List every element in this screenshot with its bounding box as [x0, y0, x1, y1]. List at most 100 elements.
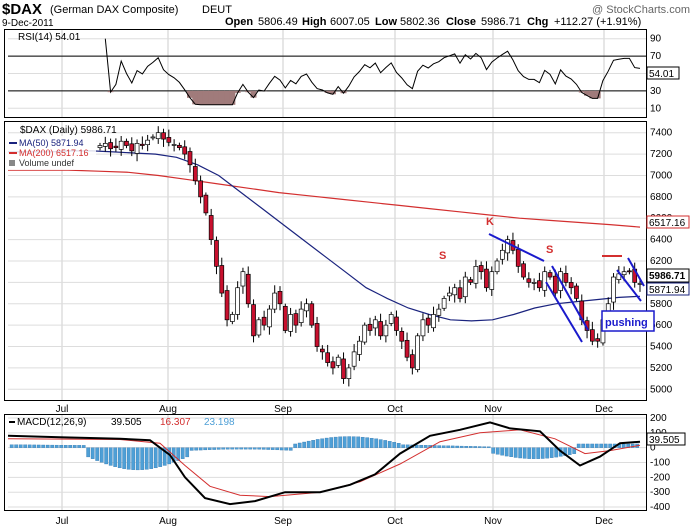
candle-up: [489, 271, 495, 290]
macd-histogram-bar: [351, 436, 356, 448]
price-series: [8, 126, 643, 387]
macd-histogram-bar: [581, 443, 586, 448]
macd-tick-label: 0: [650, 443, 656, 454]
rsi-line: [104, 38, 641, 106]
candle-down: [627, 270, 632, 273]
candle-down: [595, 338, 600, 342]
macd-histogram-bar: [266, 447, 271, 450]
candle-up: [298, 308, 304, 323]
macd-histogram-bar: [252, 447, 257, 450]
macd-histogram-bar: [279, 447, 284, 451]
ma200-line: [8, 169, 641, 228]
candle-down: [251, 304, 256, 337]
candle-up: [447, 292, 452, 297]
y-tick-label: 7000: [650, 170, 673, 181]
ma50-tag: 5871.94: [649, 285, 686, 296]
macd-histogram-bar: [378, 439, 383, 448]
macd-histogram-bar: [477, 446, 482, 448]
macd-histogram-bar: [50, 444, 55, 448]
candle-down: [166, 137, 172, 143]
macd-histogram-bar: [32, 444, 37, 448]
macd-histogram-bar: [54, 444, 59, 448]
macd-tag: 39.505: [649, 435, 680, 446]
candle-up: [362, 324, 368, 343]
macd-histogram-bar: [621, 443, 626, 448]
macd-histogram-bar: [27, 444, 32, 448]
macd-histogram-bar: [81, 445, 86, 448]
macd-histogram-bar: [594, 443, 599, 448]
candle-up: [357, 340, 362, 355]
candle-up: [372, 319, 378, 329]
macd-histogram-bar: [18, 444, 23, 448]
legend-ma200: MA(200) 6517.16: [19, 148, 89, 158]
candle-down: [526, 278, 532, 283]
y-tick-label: 7400: [650, 128, 673, 139]
candle-up: [145, 139, 150, 146]
low-value: 5802.36: [400, 16, 440, 28]
macd-histogram-bar: [261, 447, 266, 450]
candle-down: [113, 145, 119, 149]
macd-histogram-bar: [14, 444, 19, 448]
macd-histogram-bar: [23, 444, 28, 448]
candle-up: [505, 239, 510, 254]
candle-down: [367, 323, 373, 331]
candle-up: [420, 319, 426, 337]
channel-line-dec-upper: [627, 257, 645, 287]
macd-histogram-bar: [549, 447, 554, 458]
macd-histogram-bar: [104, 447, 109, 465]
candle-down: [129, 143, 135, 152]
macd-histogram-bar: [239, 447, 244, 450]
macd-histogram-bar: [270, 447, 275, 450]
macd-histogram-bar: [347, 436, 352, 448]
rsi-tag: 54.01: [649, 69, 674, 80]
x-tick-label: Sep: [274, 404, 292, 415]
x-tick-label: Nov: [484, 516, 502, 527]
candle-down: [208, 215, 214, 240]
candle-down: [547, 272, 553, 278]
channel-line-lower: [545, 281, 583, 343]
rsi-tag-box: [646, 66, 680, 80]
macd-histogram-bar: [36, 444, 41, 448]
x-tick-label: Sep: [274, 516, 292, 527]
channel-line-upper: [551, 265, 589, 331]
chg-label: Chg: [527, 16, 548, 28]
candle-up: [441, 298, 447, 309]
rsi-tick-label: 70: [650, 51, 662, 62]
y-tick-label: 7200: [650, 149, 673, 160]
panel-current-tags: 54.01 39.505: [646, 66, 686, 446]
macd-histogram-bar: [288, 447, 293, 451]
macd-histogram-bar: [315, 439, 320, 448]
candle-down: [484, 268, 489, 289]
candle-up: [272, 292, 278, 310]
macd-histogram-bar: [176, 447, 181, 461]
macd-histogram-bar: [513, 447, 518, 458]
rsi-tick-label: 30: [650, 86, 662, 97]
rsi-series: [8, 38, 646, 106]
candle-up: [256, 319, 262, 336]
legend-volume: Volume undef: [19, 158, 75, 168]
candle-up: [230, 314, 235, 322]
macd-histogram-bar: [185, 447, 190, 458]
note-text: pushing: [605, 317, 648, 329]
macd-histogram-bar: [90, 447, 95, 459]
macd-histogram-bar: [468, 446, 473, 448]
candle-down: [161, 132, 166, 140]
macd-histogram-bar: [140, 447, 145, 470]
macd-histogram-bar: [491, 447, 496, 454]
candle-down: [192, 166, 198, 182]
candle-up: [150, 136, 156, 139]
macd-histogram-bar: [203, 447, 208, 451]
high-value: 6007.05: [330, 16, 370, 28]
ma50-tag-box: [646, 282, 690, 296]
macd-histogram-bar: [527, 447, 532, 459]
candle-down: [309, 303, 315, 326]
macd-histogram-bar: [59, 445, 64, 448]
candle-down: [457, 287, 463, 299]
x-tick-label: Nov: [484, 404, 502, 415]
candle-down: [330, 361, 336, 369]
macd-histogram-bar: [432, 445, 437, 448]
candle-down: [187, 151, 193, 166]
macd-histogram-bar: [414, 444, 419, 448]
candle-up: [473, 265, 479, 284]
candle-down: [568, 282, 574, 289]
